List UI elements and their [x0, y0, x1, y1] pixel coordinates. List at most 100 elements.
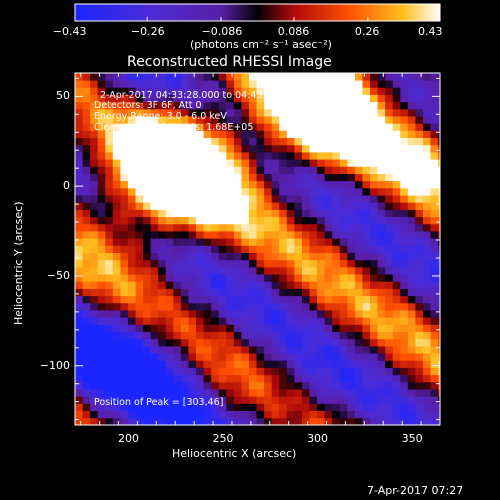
heatmap-cell — [347, 159, 356, 167]
heatmap-cell — [339, 180, 348, 189]
heatmap-cell — [112, 381, 121, 390]
heatmap-cell — [173, 389, 182, 397]
heatmap-cell — [271, 274, 280, 282]
heatmap-cell — [392, 73, 401, 81]
heatmap-cell — [415, 187, 424, 196]
heatmap-cell — [180, 144, 189, 153]
heatmap-cell — [203, 144, 212, 153]
heatmap-cell — [112, 216, 121, 225]
heatmap-cell — [188, 381, 197, 390]
heatmap-cell — [226, 302, 235, 311]
heatmap-cell — [392, 209, 401, 218]
heatmap-cell — [377, 302, 386, 311]
heatmap-cell — [332, 209, 341, 218]
heatmap-cell — [415, 367, 424, 376]
heatmap-cell — [135, 238, 144, 246]
heatmap-cell — [196, 310, 204, 318]
heatmap-cell — [430, 389, 439, 397]
heatmap-cell — [196, 195, 204, 203]
heatmap-cell — [196, 108, 204, 117]
heatmap-cell — [135, 223, 144, 232]
heatmap-cell — [218, 266, 227, 275]
heatmap-cell — [105, 238, 114, 246]
heatmap-cell — [97, 338, 106, 347]
heatmap-cell — [82, 353, 91, 361]
heatmap-cell — [82, 159, 91, 167]
heatmap-cell — [407, 338, 416, 347]
heatmap-cell — [347, 317, 356, 325]
heatmap-cell — [438, 195, 441, 203]
heatmap-cell — [105, 396, 114, 404]
colorbar-tick-label: −0.43 — [52, 25, 87, 38]
heatmap-cell — [120, 389, 129, 397]
heatmap-cell — [400, 345, 409, 354]
heatmap-cell — [173, 202, 182, 210]
heatmap-cell — [97, 324, 106, 333]
heatmap-cell — [188, 266, 197, 275]
heatmap-cell — [271, 410, 280, 419]
heatmap-cell — [324, 410, 333, 419]
heatmap-cell — [294, 108, 303, 117]
heatmap-cell — [218, 331, 227, 340]
heatmap-cell — [279, 324, 288, 333]
heatmap-cell — [82, 259, 91, 268]
heatmap-cell — [143, 187, 152, 196]
heatmap-cell — [339, 94, 348, 103]
heatmap-cell — [370, 396, 378, 404]
heatmap-cell — [196, 173, 204, 182]
heatmap-cell — [196, 281, 204, 289]
heatmap-cell — [188, 94, 197, 103]
heatmap-cell — [226, 281, 235, 289]
heatmap-cell — [279, 223, 288, 232]
heatmap-cell — [211, 295, 220, 304]
heatmap-cell — [97, 360, 106, 368]
heatmap-cell — [339, 381, 348, 390]
heatmap-cell — [279, 202, 288, 210]
heatmap-cell — [150, 73, 159, 81]
heatmap-cell — [264, 159, 273, 167]
heatmap-cell — [271, 73, 280, 81]
heatmap-cell — [82, 123, 91, 131]
heatmap-cell — [400, 123, 409, 131]
heatmap-cell — [90, 159, 99, 167]
heatmap-cell — [218, 87, 227, 95]
heatmap-cell — [271, 116, 280, 124]
detectors-annotation: Detectors: 3F 6F, Att 0 — [94, 100, 202, 111]
heatmap-cell — [415, 310, 424, 318]
heatmap-cell — [294, 259, 303, 268]
heatmap-cell — [362, 274, 371, 282]
heatmap-cell — [226, 310, 235, 318]
heatmap-cell — [196, 231, 204, 239]
heatmap-cell — [143, 216, 152, 225]
heatmap-cell — [415, 152, 424, 160]
heatmap-cell — [354, 144, 363, 153]
heatmap-cell — [415, 202, 424, 210]
heatmap-cell — [188, 396, 197, 404]
heatmap-cell — [241, 266, 250, 275]
heatmap-cell — [407, 302, 416, 311]
heatmap-cell — [377, 166, 386, 174]
heatmap-cell — [203, 410, 212, 419]
heatmap-cell — [143, 381, 152, 390]
heatmap-cell — [150, 173, 159, 182]
heatmap-cell — [105, 94, 114, 103]
heatmap-cell — [385, 360, 394, 368]
heatmap-cell — [286, 302, 295, 311]
heatmap-cell — [271, 259, 280, 268]
heatmap-cell — [370, 259, 378, 268]
heatmap-cell — [143, 281, 152, 289]
heatmap-cell — [75, 187, 83, 196]
heatmap-cell — [188, 403, 197, 412]
heatmap-cell — [203, 302, 212, 311]
heatmap-cell — [120, 130, 129, 139]
heatmap-cell — [165, 417, 174, 426]
heatmap-cell — [180, 231, 189, 239]
heatmap-cell — [120, 345, 129, 354]
heatmap-cell — [173, 216, 182, 225]
heatmap-cell — [127, 381, 136, 390]
heatmap-cell — [97, 331, 106, 340]
heatmap-cell — [173, 367, 182, 376]
heatmap-cell — [271, 223, 280, 232]
heatmap-cell — [354, 101, 363, 110]
heatmap-cell — [324, 166, 333, 174]
